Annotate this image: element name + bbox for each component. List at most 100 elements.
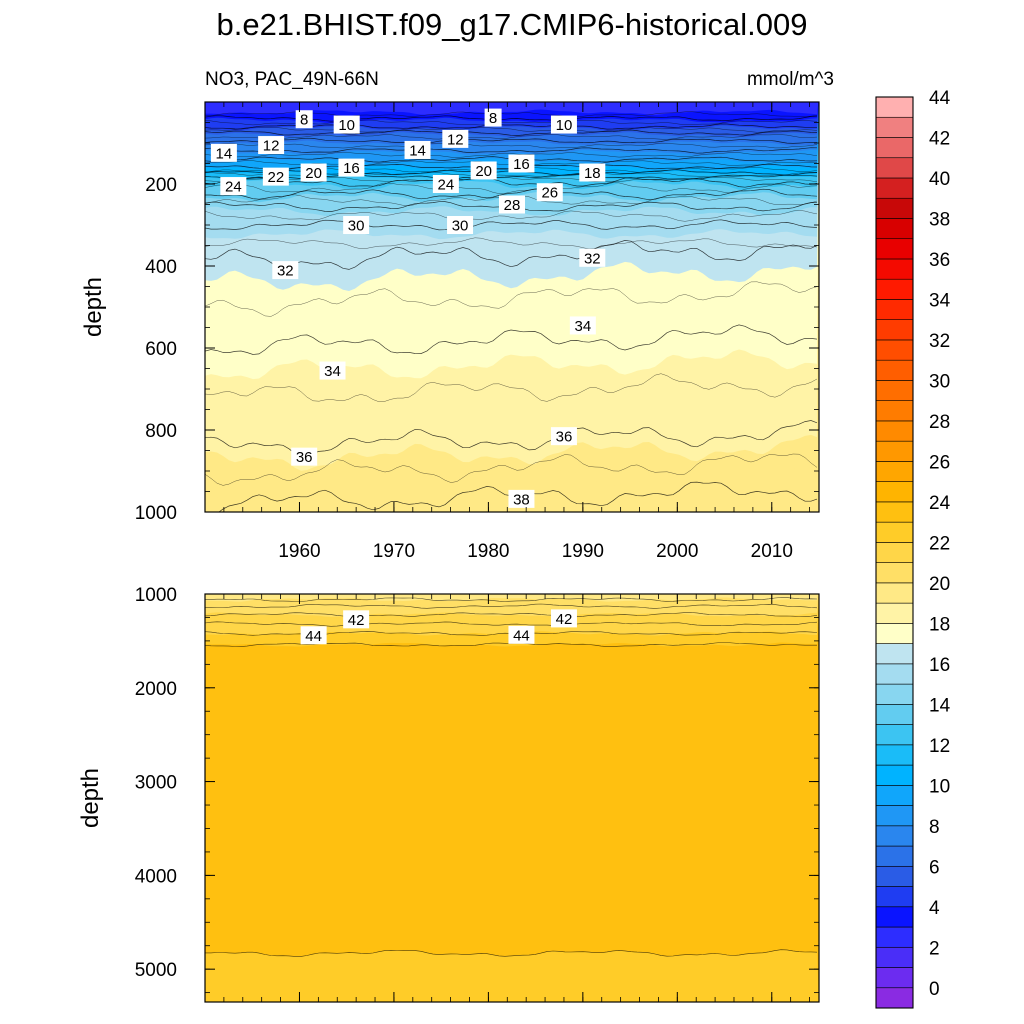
colorbar: 0246810121416182022242628303234363840424… (875, 88, 951, 1009)
top-contour-label-text: 20 (475, 163, 492, 180)
top-contour-line-34 (205, 324, 818, 355)
colorbar-label: 44 (929, 88, 951, 109)
top-contour-line-25 (205, 182, 818, 194)
top-contour-label-text: 12 (447, 131, 464, 148)
top-contour-labels: 8 10 12 14 16 20 22 24 14 12 8 10 16 20 24 18 26 28 30 30 32… (210, 108, 606, 508)
bottom-contour-label-text: 42 (556, 611, 573, 628)
colorbar-box (875, 704, 914, 725)
bottom-band-38 (205, 594, 819, 602)
bottom-y-axis: 1000 2000 3000 4000 5000 (135, 585, 819, 994)
colorbar-box (875, 845, 914, 867)
colorbar-boxes (875, 96, 914, 1009)
top-y-axis-label: depth (80, 277, 107, 337)
bottom-y-axis-label: depth (77, 768, 104, 828)
top-contour-line-12 (205, 137, 817, 144)
bottom-contour-label-text: 42 (348, 612, 365, 629)
top-contour-label-12: 12 (258, 136, 285, 155)
top-contour-label-text: 32 (277, 263, 294, 280)
top-contour-label-text: 14 (409, 142, 426, 159)
top-contour-label-box (258, 136, 285, 155)
top-contour-label-text: 10 (556, 117, 573, 134)
colorbar-box (875, 785, 914, 806)
top-contour-label-box (550, 115, 577, 134)
colorbar-box (875, 339, 914, 361)
top-contour-label-box (499, 195, 525, 214)
top-contour-label-box (404, 140, 431, 159)
colorbar-label: 24 (929, 493, 951, 514)
chart-subtitle-variable: NO3, PAC_49N-66N (205, 69, 379, 90)
colorbar-box (875, 602, 914, 624)
colorbar-box (875, 683, 914, 705)
colorbar-label: 40 (929, 169, 950, 190)
colorbar-label: 4 (929, 898, 940, 919)
top-contour-line-37 (205, 453, 818, 486)
colorbar-label: 26 (929, 452, 950, 473)
top-contour-label-box (508, 489, 535, 508)
colorbar-box (875, 258, 914, 280)
colorbar-label: 22 (929, 533, 950, 554)
colorbar-box (875, 886, 914, 908)
top-contour-label-text: 8 (489, 110, 497, 127)
colorbar-box (875, 137, 914, 159)
top-contour-label-text: 8 (300, 112, 308, 129)
bottom-contour-label-44: 44 (508, 625, 535, 644)
top-contour-line-15 (205, 151, 818, 158)
colorbar-label: 38 (929, 209, 950, 230)
colorbar-label: 20 (929, 574, 950, 595)
colorbar-box (875, 440, 914, 462)
top-contour-line-33 (205, 281, 818, 317)
top-y-tick-label: 200 (145, 175, 177, 196)
bottom-contour-labels: 42 42 44 44 (300, 609, 577, 645)
top-contour-label-box (432, 175, 459, 193)
top-contour-label-text: 36 (556, 429, 573, 446)
top-contour-label-8: 8 (484, 108, 502, 127)
top-contour-label-box (319, 361, 346, 380)
top-contour-label-text: 36 (296, 449, 313, 466)
colorbar-box (875, 481, 914, 503)
colorbar-box (875, 96, 914, 118)
top-contour-line-11 (205, 134, 818, 140)
top-contour-label-text: 34 (575, 318, 592, 335)
top-contour-line-10 (205, 129, 818, 136)
bottom-contour-line (205, 612, 818, 618)
top-contour-label-text: 30 (452, 218, 469, 235)
top-contour-line-35 (205, 373, 818, 403)
top-contour-line-24 (205, 176, 818, 188)
top-contour-label-24: 24 (432, 175, 459, 194)
colorbar-box (875, 926, 914, 948)
top-y-tick-label: 1000 (135, 503, 177, 524)
chart-title: b.e21.BHIST.f09_g17.CMIP6-historical.009 (216, 7, 807, 42)
top-contour-line-26 (205, 188, 818, 201)
colorbar-label: 34 (929, 290, 951, 311)
top-contour-label-box (536, 183, 563, 202)
top-contour-label-14: 14 (404, 140, 431, 159)
bottom-contour-label-box (343, 610, 370, 629)
colorbar-label: 8 (929, 817, 940, 838)
colorbar-box (875, 359, 914, 381)
top-contour-label-38: 38 (508, 489, 535, 508)
top-contour-label-text: 34 (324, 363, 341, 380)
top-y-tick-label: 800 (145, 421, 177, 442)
top-contour-label-text: 28 (504, 197, 521, 214)
bottom-y-tick-label: 1000 (135, 585, 177, 606)
colorbar-label: 36 (929, 250, 950, 271)
top-contour-label-box (333, 115, 360, 134)
top-x-tick-label: 1980 (467, 541, 509, 562)
colorbar-box (875, 116, 914, 138)
colorbar-box (875, 906, 914, 928)
bottom-band-deep (205, 949, 819, 1002)
colorbar-box (875, 521, 914, 543)
colorbar-box (875, 461, 914, 482)
top-contour-label-box (262, 167, 289, 186)
colorbar-box (875, 177, 914, 199)
top-contour-label-36: 36 (550, 427, 577, 446)
top-contour-label-22: 22 (262, 167, 289, 186)
top-contour-label-box (508, 154, 535, 173)
bottom-contour-label-box (550, 609, 577, 628)
colorbar-label: 6 (929, 857, 940, 878)
top-contour-line-13 (205, 142, 818, 149)
colorbar-box (875, 623, 914, 644)
bottom-contour-label-box (508, 625, 535, 644)
chart-units: mmol/m^3 (747, 69, 834, 90)
